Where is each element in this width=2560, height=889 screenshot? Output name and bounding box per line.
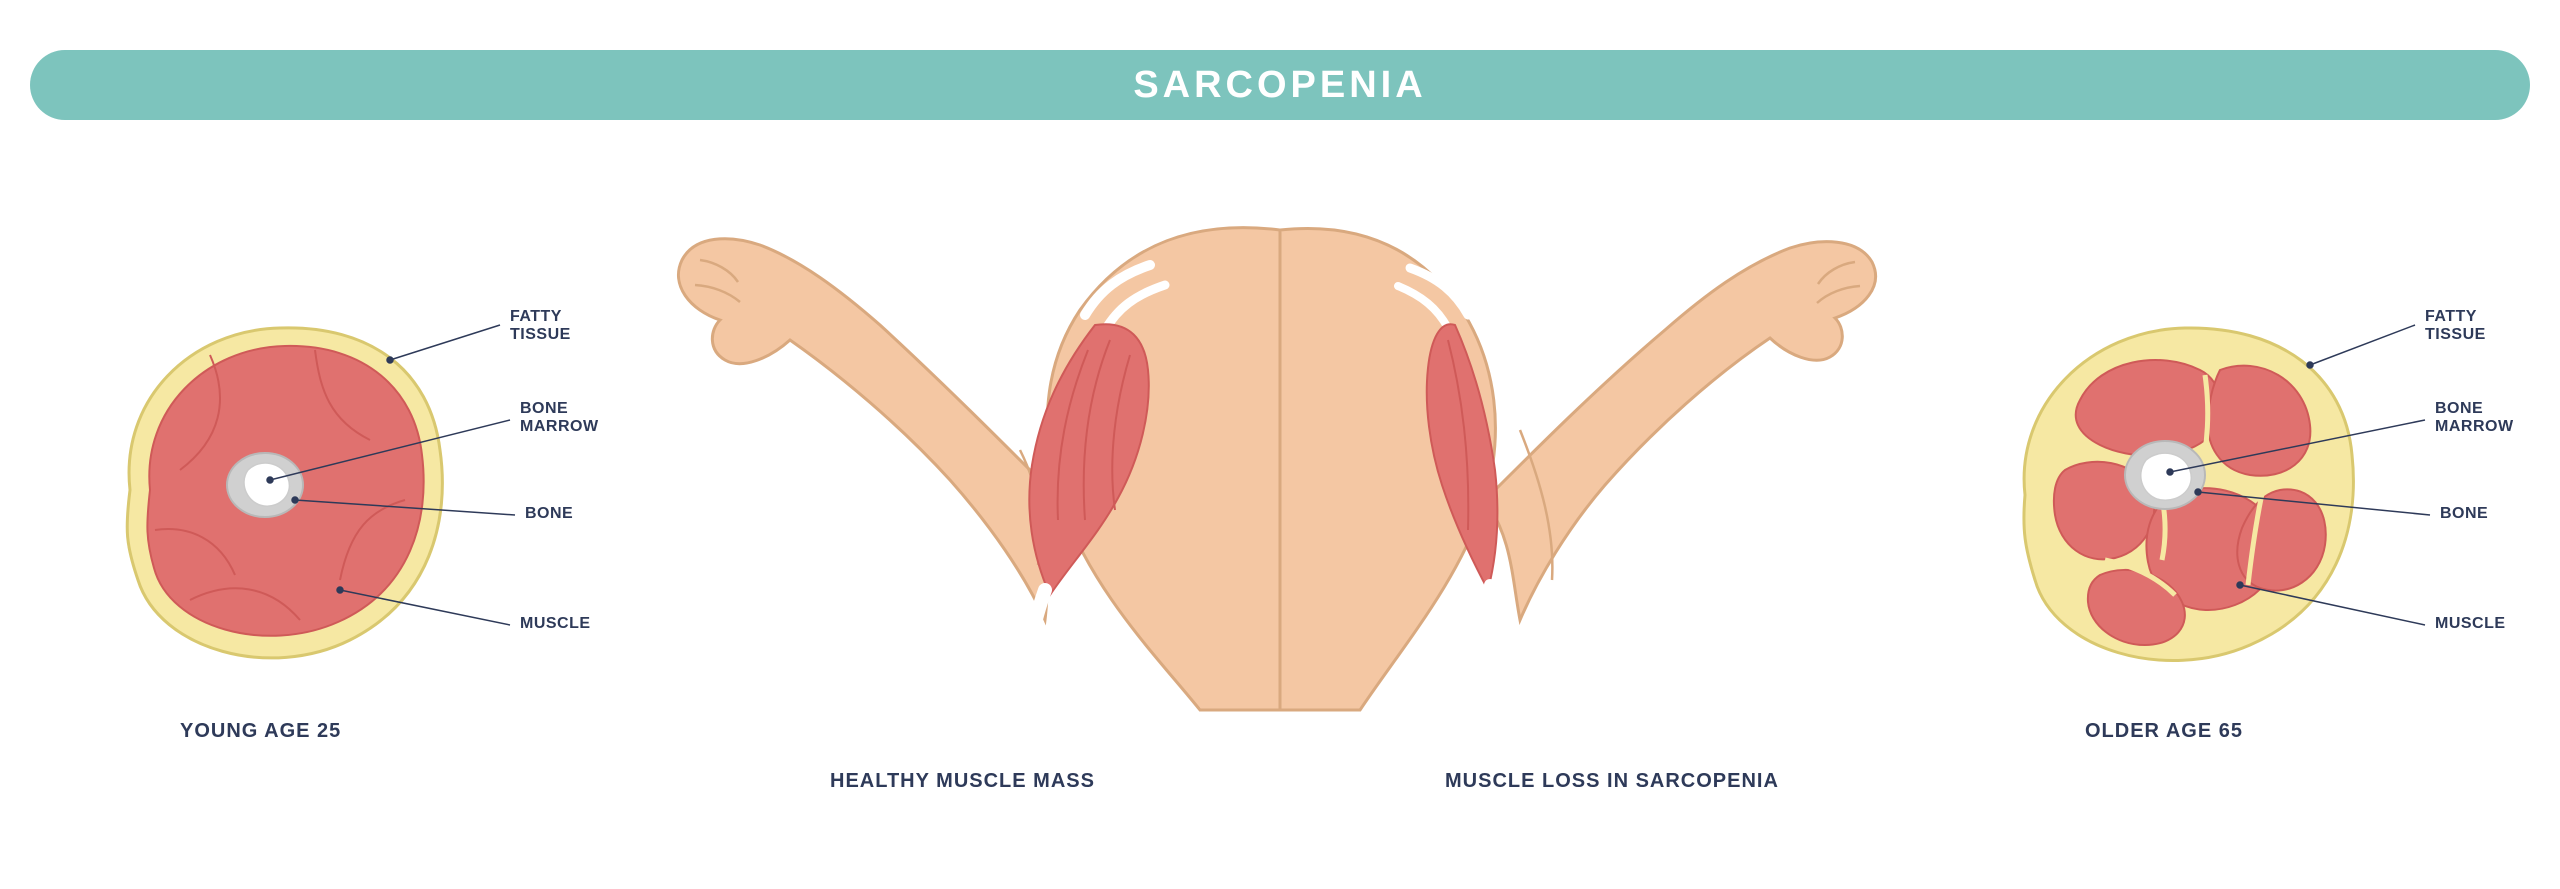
arm-loss-svg [1280, 190, 1920, 750]
label-fatty-young: FATTY TISSUE [510, 308, 571, 343]
label-fatty-older: FATTY TISSUE [2425, 308, 2486, 343]
label-muscle-young: MUSCLE [520, 615, 591, 633]
title-bar: SARCOPENIA [30, 50, 2530, 120]
caption-older: OLDER AGE 65 [2085, 720, 2243, 743]
caption-loss: MUSCLE LOSS IN SARCOPENIA [1445, 770, 1779, 793]
label-marrow-older: BONE MARROW [2435, 400, 2514, 435]
label-bone-young: BONE [525, 505, 573, 523]
cross-section-older: FATTY TISSUE BONE MARROW BONE MUSCLE OLD… [1970, 300, 2530, 820]
cross-section-young: FATTY TISSUE BONE MARROW BONE MUSCLE YOU… [70, 300, 590, 820]
arm-healthy: HEALTHY MUSCLE MASS [640, 190, 1280, 830]
caption-healthy: HEALTHY MUSCLE MASS [830, 770, 1095, 793]
title-text: SARCOPENIA [1133, 64, 1426, 107]
label-muscle-older: MUSCLE [2435, 615, 2506, 633]
label-bone-older: BONE [2440, 505, 2488, 523]
caption-young: YOUNG AGE 25 [180, 720, 341, 743]
arm-healthy-svg [640, 190, 1280, 750]
arm-loss: MUSCLE LOSS IN SARCOPENIA [1280, 190, 1920, 830]
label-marrow-young: BONE MARROW [520, 400, 599, 435]
cross-section-young-svg [70, 300, 590, 720]
